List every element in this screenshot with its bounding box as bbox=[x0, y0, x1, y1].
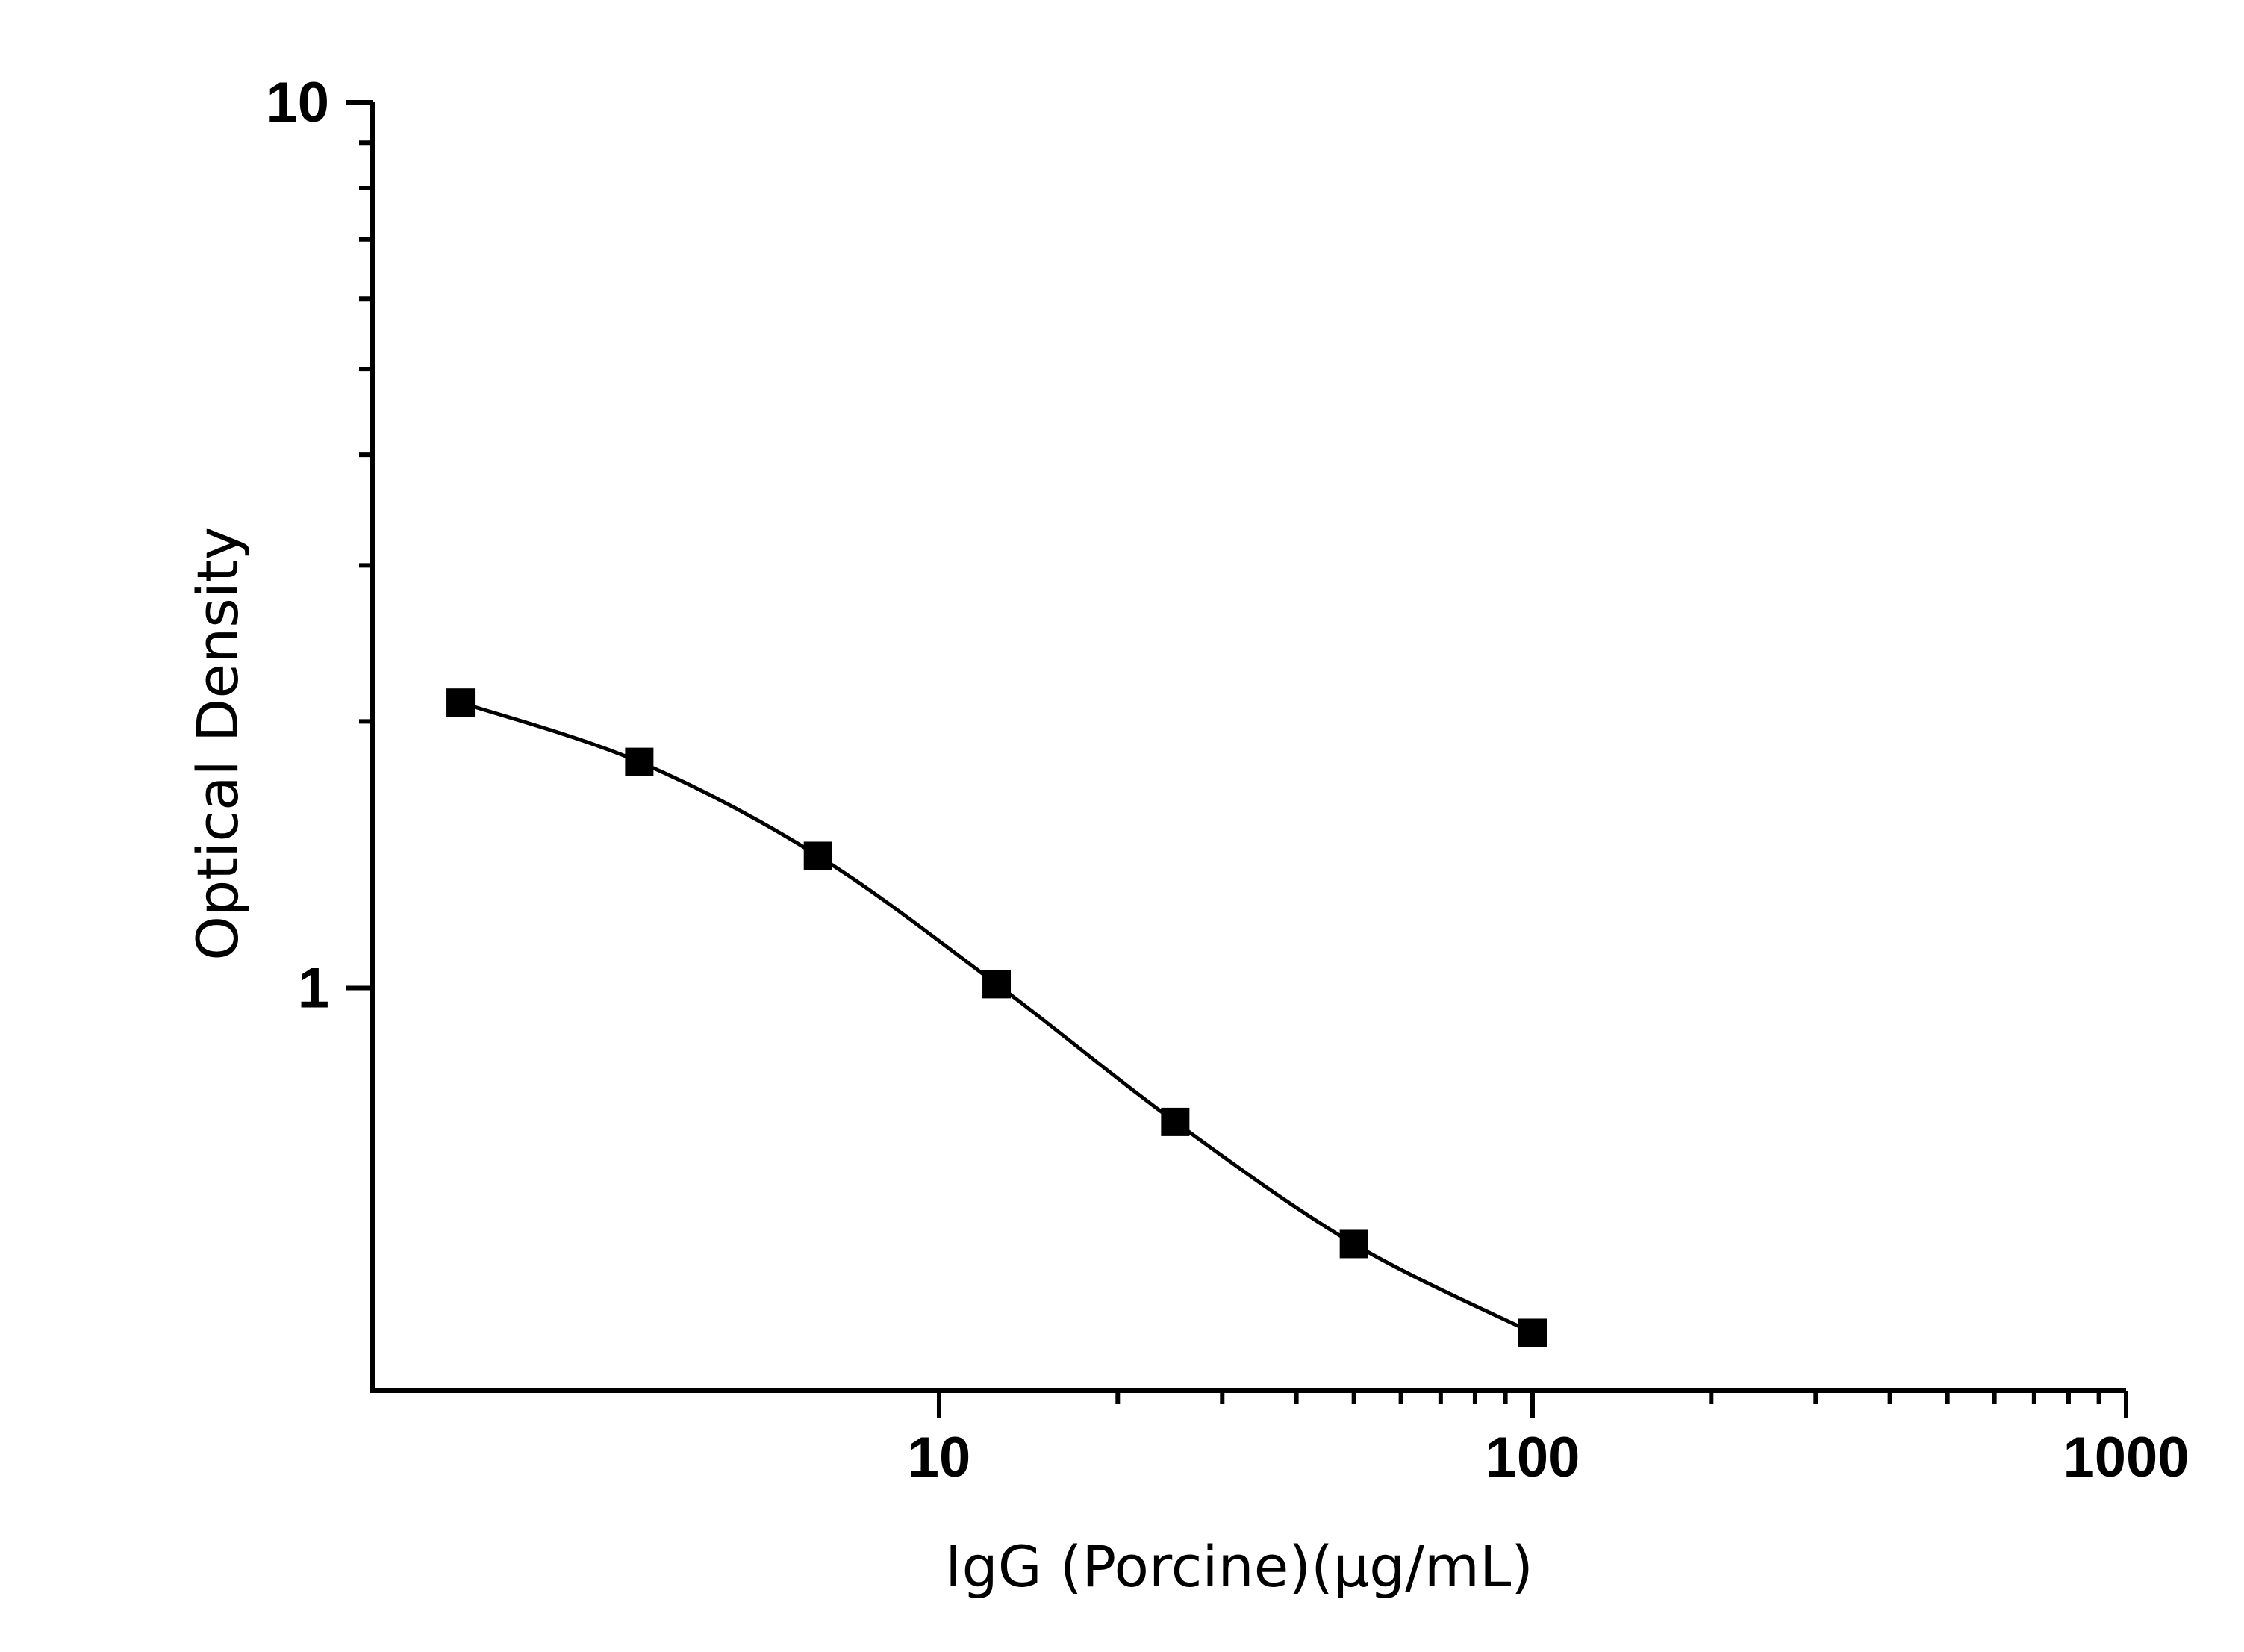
marker bbox=[1518, 1318, 1547, 1347]
marker bbox=[803, 841, 832, 870]
marker bbox=[1161, 1107, 1190, 1136]
x-tick-label: 100 bbox=[1486, 1426, 1580, 1489]
marker bbox=[982, 970, 1012, 999]
fit-curve bbox=[460, 700, 1534, 1335]
x-tick-label: 10 bbox=[908, 1426, 971, 1489]
y-tick-label: 10 bbox=[266, 71, 329, 134]
x-axis-title: IgG (Porcine)(μg/mL) bbox=[945, 1533, 1533, 1600]
marker bbox=[1339, 1229, 1368, 1259]
marker bbox=[446, 688, 476, 717]
y-tick-label: 1 bbox=[298, 957, 329, 1020]
y-axis-title: Optical Density bbox=[184, 526, 251, 961]
marker bbox=[625, 747, 654, 776]
x-tick-label: 1000 bbox=[2063, 1426, 2189, 1489]
